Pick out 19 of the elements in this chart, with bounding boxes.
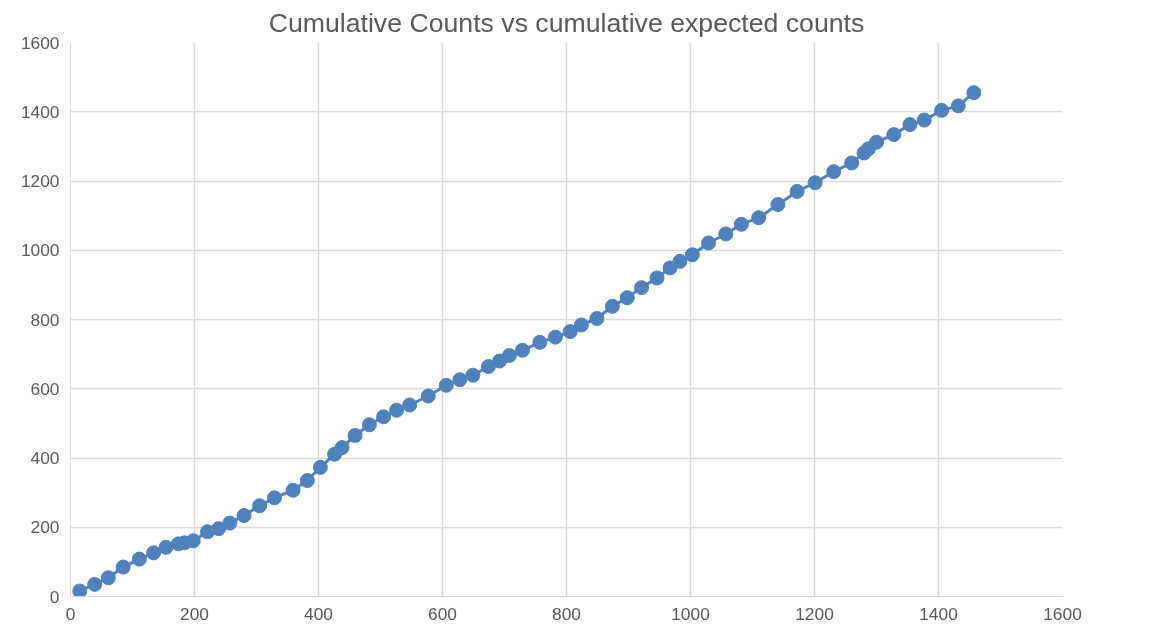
y-tick-label: 1600 (20, 32, 60, 53)
y-tick-label: 0 (49, 586, 60, 607)
y-tick-label: 1200 (20, 171, 60, 191)
x-tick-label: 1400 (919, 603, 958, 624)
x-tick-label: 0 (65, 603, 76, 624)
x-tick-label: 400 (304, 603, 333, 624)
x-tick-label: 1600 (1043, 603, 1082, 624)
x-tick-label: 1200 (795, 603, 834, 624)
x-tick-label: 600 (428, 603, 457, 624)
y-tick-label: 400 (30, 448, 60, 468)
y-tick-label: 1400 (20, 101, 60, 122)
y-tick-label: 600 (30, 378, 60, 399)
x-tick-label: 1000 (671, 603, 710, 624)
y-tick-label: 800 (30, 309, 60, 330)
y-tick-label: 200 (30, 517, 60, 538)
x-tick-label: 200 (180, 603, 209, 624)
x-tick-label: 800 (552, 603, 581, 624)
chart-title: Cumulative Counts vs cumulative expected counts (268, 7, 865, 38)
y-tick-label: 1000 (20, 240, 60, 261)
